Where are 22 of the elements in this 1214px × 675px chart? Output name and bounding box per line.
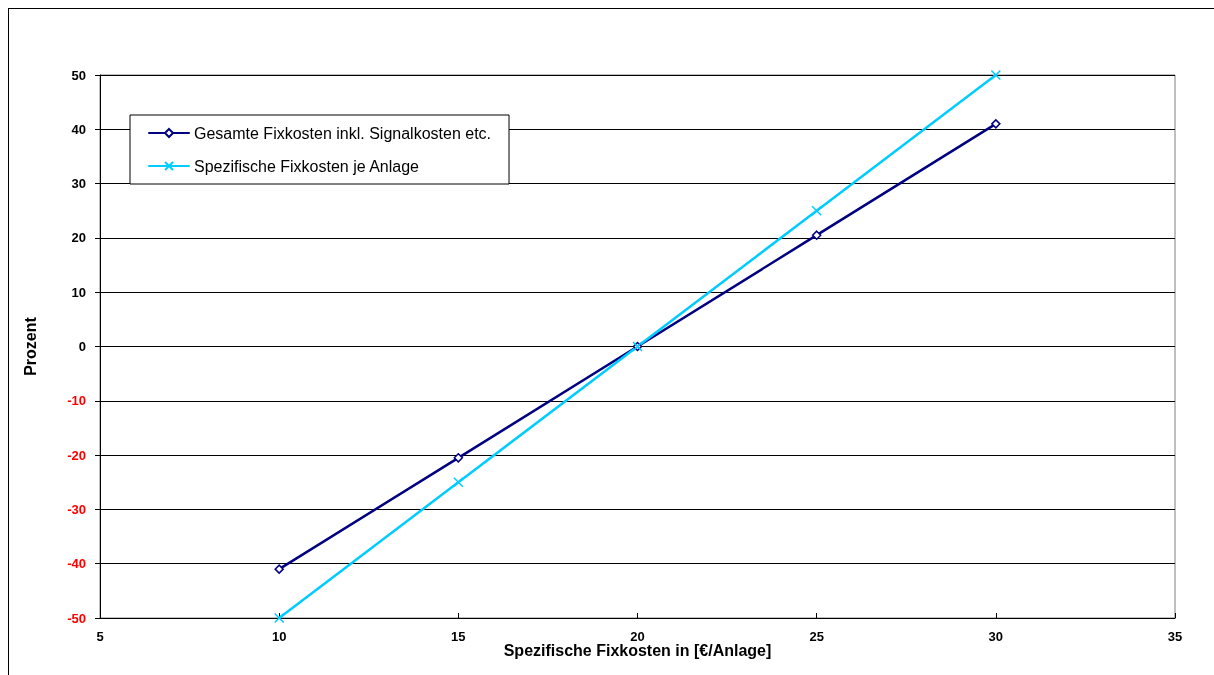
y-tick-label: 40	[71, 121, 86, 137]
y-tick-label: -30	[67, 501, 86, 517]
y-tick-label: -10	[67, 393, 86, 409]
y-tick-label: 20	[71, 230, 86, 246]
x-axis-title: Spezifische Fixkosten in [€/Anlage]	[503, 641, 772, 659]
x-tick-label: 25	[809, 629, 824, 644]
y-axis-title: Prozent	[21, 316, 39, 376]
x-tick-label: 20	[630, 629, 645, 644]
y-tick-label: -50	[67, 610, 86, 626]
y-tick-label: 10	[71, 284, 86, 300]
x-tick-label: 15	[451, 629, 466, 644]
legend-label: Gesamte Fixkosten inkl. Signalkosten etc.	[194, 124, 492, 142]
y-tick-label: -40	[67, 556, 86, 572]
legend-label: Spezifische Fixkosten je Anlage	[194, 157, 420, 175]
x-tick-label: 30	[988, 629, 1004, 644]
x-tick-label: 5	[96, 629, 104, 644]
y-tick-label: 0	[78, 339, 86, 354]
y-tick-label: 50	[71, 67, 86, 83]
x-tick-label: 35	[1167, 629, 1183, 644]
y-tick-label: -20	[67, 447, 86, 463]
y-tick-label: 30	[71, 176, 86, 192]
x-tick-label: 10	[271, 629, 287, 644]
